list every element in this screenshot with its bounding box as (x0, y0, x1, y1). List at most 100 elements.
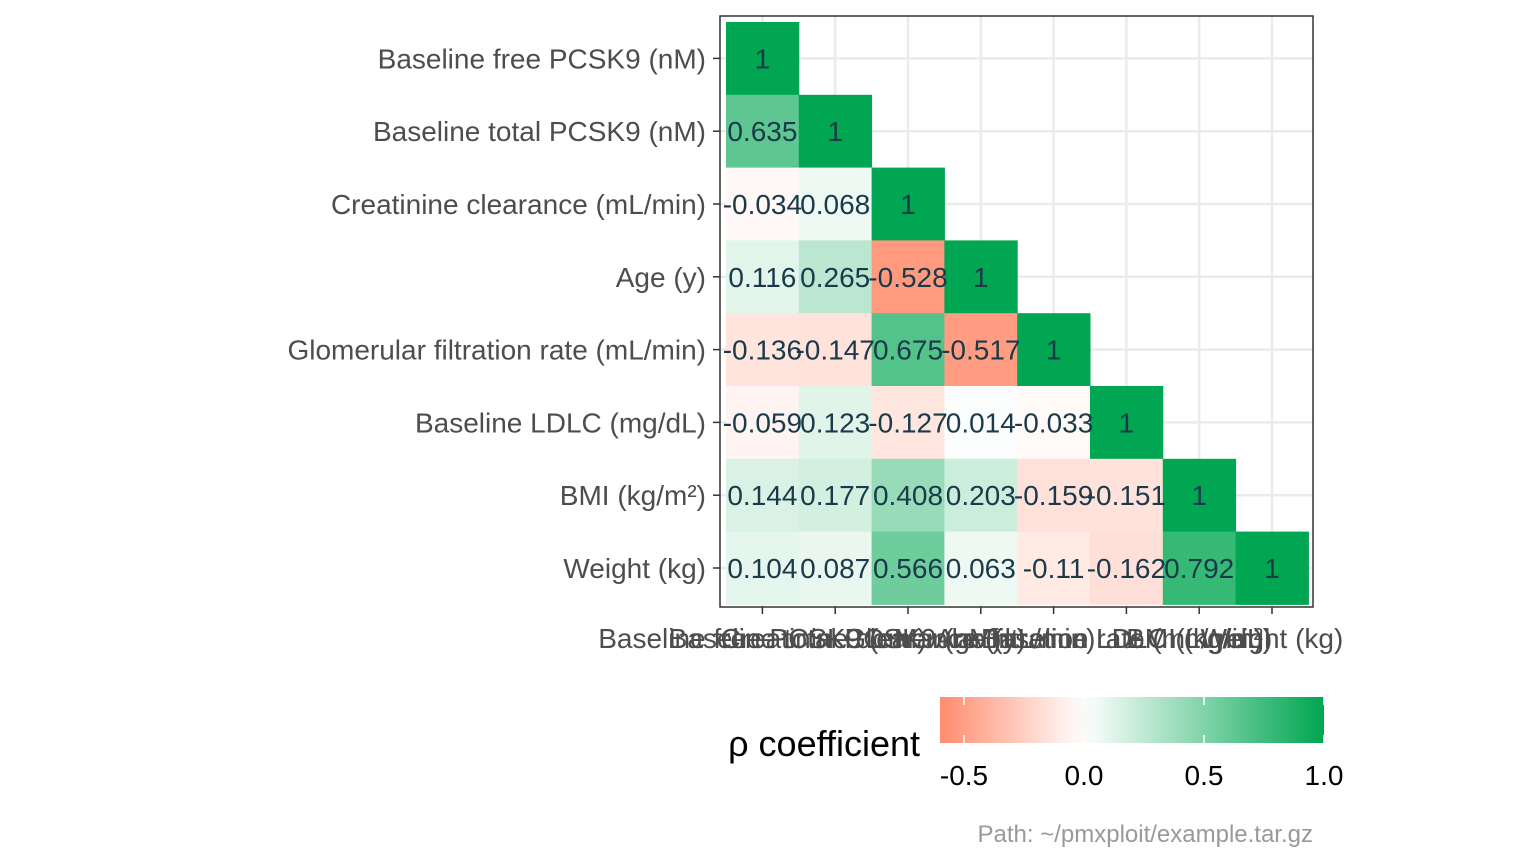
heatmap-cell (798, 240, 873, 314)
heatmap-cell (871, 313, 945, 387)
heatmap-cell (944, 386, 1018, 460)
y-axis-tick-label: Age (y) (616, 262, 706, 293)
cell-value-label: -0.151 (1087, 480, 1166, 511)
y-axis-tick-label: Glomerular filtration rate (mL/min) (287, 335, 706, 366)
heatmap-cells (726, 22, 1309, 605)
cell-value-label: 0.144 (727, 480, 797, 511)
x-axis-tick-label: Glomerular filtration rate (mL/min) (844, 623, 1263, 654)
cell-value-label: -0.162 (1087, 553, 1166, 584)
heatmap-cell (871, 531, 945, 605)
heatmap-cell (1017, 458, 1091, 533)
cell-value-label: 0.177 (800, 480, 870, 511)
heatmap-cell (798, 531, 873, 605)
x-axis-tick-label: Age (y) (936, 623, 1026, 654)
cell-value-label: 0.408 (873, 480, 943, 511)
heatmap-cell (726, 386, 800, 460)
cell-value-label: -0.528 (868, 262, 947, 293)
panel-border (719, 15, 1314, 608)
y-axis: Baseline free PCSK9 (nM) Baseline total P… (287, 43, 720, 584)
cell-value-label: -0.059 (723, 407, 802, 438)
cell-value-label: 1 (827, 116, 843, 147)
cell-value-label: 0.087 (800, 553, 870, 584)
cell-value-label: -0.11 (1023, 553, 1085, 584)
heatmap-cell (871, 240, 945, 314)
heatmap-cell (1090, 458, 1164, 533)
heatmap-cell (798, 458, 873, 533)
legend-colorbar (940, 697, 1324, 743)
heatmap-cell (798, 313, 873, 387)
heatmap-cell (798, 167, 873, 241)
legend-tick-label: 0.5 (1185, 760, 1224, 791)
x-axis: Baseline free PCSK9 (nM)Baseline total P… (598, 607, 1343, 654)
legend-tick-label: 1.0 (1305, 760, 1344, 791)
x-axis-tick-label: Creatinine clearance (mL/min) (720, 623, 1095, 654)
legend-tick-label: -0.5 (940, 760, 988, 791)
y-axis-tick-label: BMI (kg/m²) (560, 480, 706, 511)
heatmap-cell (1017, 386, 1091, 460)
cell-value-label: 1 (900, 189, 916, 220)
cell-value-label: 0.203 (946, 480, 1016, 511)
cell-value-label: 1 (1046, 335, 1062, 366)
legend-tick-label: 0.0 (1065, 760, 1104, 791)
y-axis-tick-label: Baseline total PCSK9 (nM) (373, 116, 706, 147)
cell-value-label: 1 (1191, 480, 1207, 511)
cell-value-label: 0.123 (800, 407, 870, 438)
cell-value-label: 0.068 (800, 189, 870, 220)
heatmap-cell (726, 94, 800, 169)
heatmap-cell (726, 531, 800, 605)
cell-value-label: 1 (973, 262, 989, 293)
heatmap-cell (1162, 531, 1237, 605)
cell-value-label: 1 (755, 43, 771, 74)
x-axis-tick-label: Baseline LDLC (mg/dL) (981, 623, 1272, 654)
cell-value-label: 1 (1264, 553, 1280, 584)
heatmap-cell (726, 313, 800, 387)
heatmap-cell (726, 22, 800, 96)
x-axis-tick-label: Weight (kg) (1201, 623, 1344, 654)
cell-value-label: 0.063 (946, 553, 1016, 584)
heatmap-cell (944, 240, 1018, 314)
cell-value-label: 0.675 (873, 335, 943, 366)
caption: Path: ~/pmxploit/example.tar.gz (977, 821, 1313, 848)
y-axis-tick-label: Creatinine clearance (mL/min) (331, 189, 706, 220)
heatmap-cell (798, 386, 873, 460)
x-axis-tick-label: Baseline free PCSK9 (nM) (598, 623, 926, 654)
cell-value-label: 1 (1119, 407, 1135, 438)
y-axis-tick-label: Baseline LDLC (mg/dL) (415, 407, 706, 438)
cell-value-label: 0.566 (873, 553, 943, 584)
cell-value-label: 0.104 (727, 553, 797, 584)
cell-value-label: -0.517 (941, 335, 1020, 366)
heatmap-cell (726, 458, 800, 533)
heatmap-cell (726, 167, 800, 241)
cell-value-label: -0.147 (795, 335, 874, 366)
cell-value-label: 0.265 (800, 262, 870, 293)
heatmap-cell (871, 167, 945, 241)
y-axis-tick-label: Weight (kg) (563, 553, 706, 584)
heatmap-cell (1235, 531, 1309, 605)
legend-title: ρ coefficient (728, 723, 920, 764)
cell-value-label: -0.033 (1014, 407, 1093, 438)
cell-value-label: -0.159 (1014, 480, 1093, 511)
heatmap-cell (1090, 531, 1164, 605)
cell-value-label: 0.635 (727, 116, 797, 147)
heatmap-cell (944, 531, 1018, 605)
heatmap-cell (944, 313, 1018, 387)
legend-ticks: -0.5 0.0 0.5 1.0 (940, 697, 1344, 791)
legend: ρ coefficient -0.5 0.0 0.5 1.0 (728, 697, 1343, 791)
cell-value-label: 0.792 (1164, 553, 1234, 584)
heatmap-cell (1090, 386, 1164, 460)
x-axis-tick-label: Baseline total PCSK9 (nM) (669, 623, 1002, 654)
heatmap-cell (944, 458, 1018, 533)
cell-value-label: -0.034 (723, 189, 802, 220)
cell-value-label: 0.116 (728, 262, 796, 293)
cell-value-label: 0.014 (946, 407, 1016, 438)
cell-value-label: -0.127 (868, 407, 947, 438)
heatmap-cell (871, 458, 945, 533)
heatmap-cell (1017, 531, 1091, 605)
x-axis-tick-label: BMI (kg/m²) (1126, 623, 1272, 654)
heatmap-cell (726, 240, 800, 314)
heatmap-cell (798, 94, 873, 169)
heatmap-cell (1017, 313, 1091, 387)
heatmap-cell (871, 386, 945, 460)
